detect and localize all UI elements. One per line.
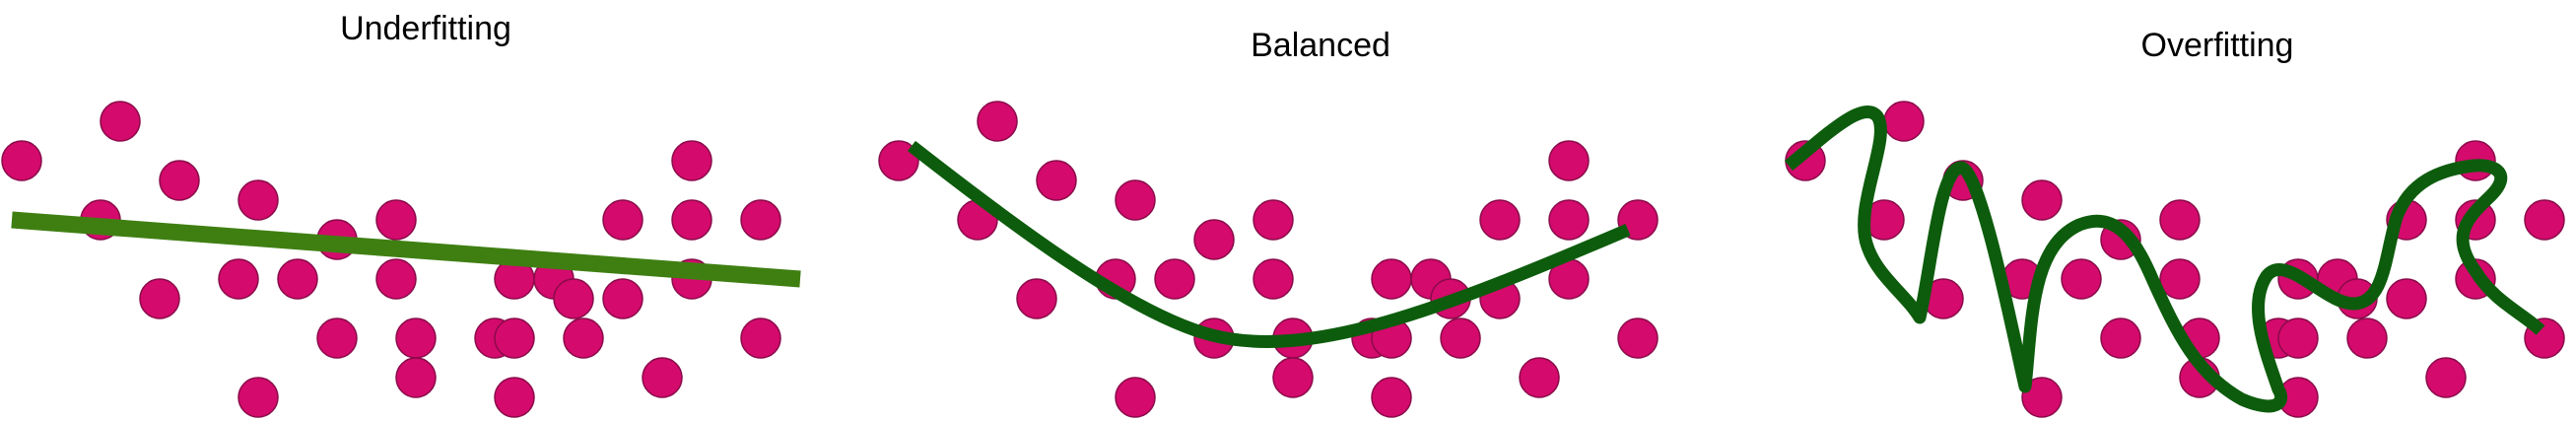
data-point bbox=[2061, 258, 2102, 300]
data-point bbox=[2100, 317, 2141, 359]
balanced-fit-curve bbox=[907, 140, 1631, 348]
data-point bbox=[1, 140, 42, 181]
data-point bbox=[237, 377, 279, 418]
underfit-line bbox=[11, 211, 801, 288]
data-point bbox=[1519, 357, 1560, 398]
data-point bbox=[395, 317, 437, 359]
data-point bbox=[1548, 199, 1590, 241]
panel-underfitting bbox=[1, 101, 801, 418]
data-point bbox=[977, 101, 1018, 142]
data-point bbox=[1016, 278, 1057, 319]
data-point bbox=[1253, 199, 1294, 241]
data-point bbox=[494, 317, 535, 359]
panel-balanced bbox=[878, 101, 1659, 418]
panel-overfitting bbox=[1784, 101, 2565, 418]
data-point bbox=[2346, 317, 2388, 359]
data-point bbox=[2159, 199, 2201, 241]
data-point bbox=[1617, 317, 1659, 359]
data-point bbox=[1440, 317, 1481, 359]
data-point bbox=[218, 258, 259, 300]
data-point bbox=[553, 278, 594, 319]
data-point bbox=[740, 317, 781, 359]
data-point bbox=[1371, 377, 1412, 418]
panel-title-overfitting: Overfitting bbox=[2141, 27, 2294, 64]
data-point bbox=[1272, 357, 1314, 398]
data-point bbox=[1479, 199, 1521, 241]
data-point bbox=[602, 199, 644, 241]
data-point bbox=[277, 258, 318, 300]
data-point bbox=[2021, 179, 2063, 221]
data-point bbox=[2425, 357, 2467, 398]
overfit-curve bbox=[1784, 106, 2545, 413]
data-point bbox=[139, 278, 180, 319]
panel-title-balanced: Balanced bbox=[1251, 27, 1390, 64]
data-point bbox=[2524, 199, 2565, 241]
data-point bbox=[1154, 258, 1195, 300]
data-point bbox=[1253, 258, 1294, 300]
data-point bbox=[642, 357, 683, 398]
data-point bbox=[2159, 258, 2201, 300]
data-point bbox=[395, 357, 437, 398]
data-point bbox=[602, 278, 644, 319]
data-point bbox=[1036, 160, 1077, 201]
data-point bbox=[375, 199, 417, 241]
data-point bbox=[740, 199, 781, 241]
data-point bbox=[1115, 377, 1156, 418]
data-point bbox=[237, 179, 279, 221]
data-point bbox=[100, 101, 141, 142]
data-point bbox=[375, 258, 417, 300]
data-point bbox=[671, 140, 712, 181]
data-point bbox=[2277, 317, 2319, 359]
data-point bbox=[563, 317, 604, 359]
data-point bbox=[1883, 101, 1925, 142]
data-point bbox=[2386, 278, 2427, 319]
data-point bbox=[316, 317, 358, 359]
data-point bbox=[159, 160, 200, 201]
data-point bbox=[1548, 140, 1590, 181]
data-point bbox=[1193, 219, 1235, 260]
data-point bbox=[2021, 377, 2063, 418]
data-point bbox=[1371, 258, 1412, 300]
data-point bbox=[1115, 179, 1156, 221]
panel-title-underfitting: Underfitting bbox=[340, 10, 511, 47]
data-point bbox=[671, 199, 712, 241]
data-point bbox=[494, 377, 535, 418]
